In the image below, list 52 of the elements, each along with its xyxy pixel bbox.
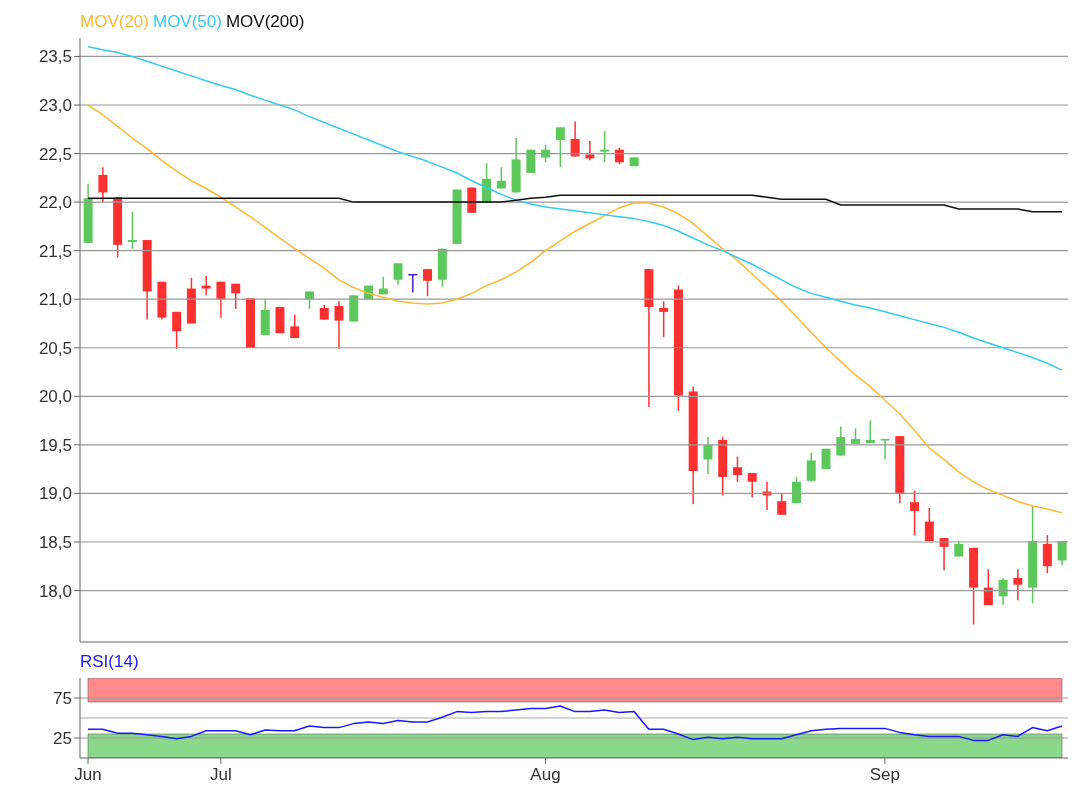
y-tick-label: 75 [53,689,72,709]
text: RSI(14) [80,652,139,672]
y-tick-label: 21,5 [38,241,72,261]
y-tick-label: 21,0 [38,290,72,310]
candlestick [216,280,226,319]
candlestick [865,419,875,444]
line-series [87,45,1063,371]
candlestick [393,262,403,286]
candlestick [555,126,565,168]
y-tick-label: 22,0 [38,193,72,213]
text: MOV(200) [225,12,305,32]
y-tick-label: 18,0 [38,581,72,601]
candlestick [423,268,433,298]
y-tick-label: 23,5 [38,47,72,67]
x-tick-label: Aug [530,765,561,784]
candlestick [747,472,757,499]
y-tick-label: 22,5 [38,144,72,164]
candlestick [777,492,787,516]
line-series [87,194,1063,213]
candlestick [1013,568,1023,601]
line-series [87,705,1063,742]
y-tick-label: 20,0 [38,387,72,407]
line-series [87,104,1063,514]
candlestick [806,451,816,483]
y-tick-label: 19,5 [38,435,72,455]
candlestick [496,166,506,190]
x-tick-label: Sep [869,765,901,784]
candlestick [127,211,137,250]
series-label: MOV(50) [152,12,222,32]
candlestick [732,455,742,483]
y-tick-label: 25 [53,729,72,749]
candlestick [880,438,890,461]
y-tick-label: 19,0 [38,484,72,504]
candlestick [172,311,182,350]
candlestick [1042,534,1052,574]
candlestick [791,476,801,504]
candlestick [924,507,934,542]
text: MOV(20) [80,12,149,32]
candlestick [201,275,211,297]
candlestick [998,577,1008,606]
candlestick [836,425,846,457]
candlestick [659,300,669,338]
candlestick [98,166,108,204]
y-tick-label: 23,0 [38,96,72,116]
x-tick-label: Jun [74,765,102,784]
candlestick [600,130,610,164]
y-tick-label: 20,5 [38,338,72,358]
candlestick [334,300,344,350]
candlestick [910,489,920,536]
y-tick-label: 18,5 [38,533,72,553]
x-tick-label: Jul [209,765,232,784]
candlestick [231,282,241,310]
